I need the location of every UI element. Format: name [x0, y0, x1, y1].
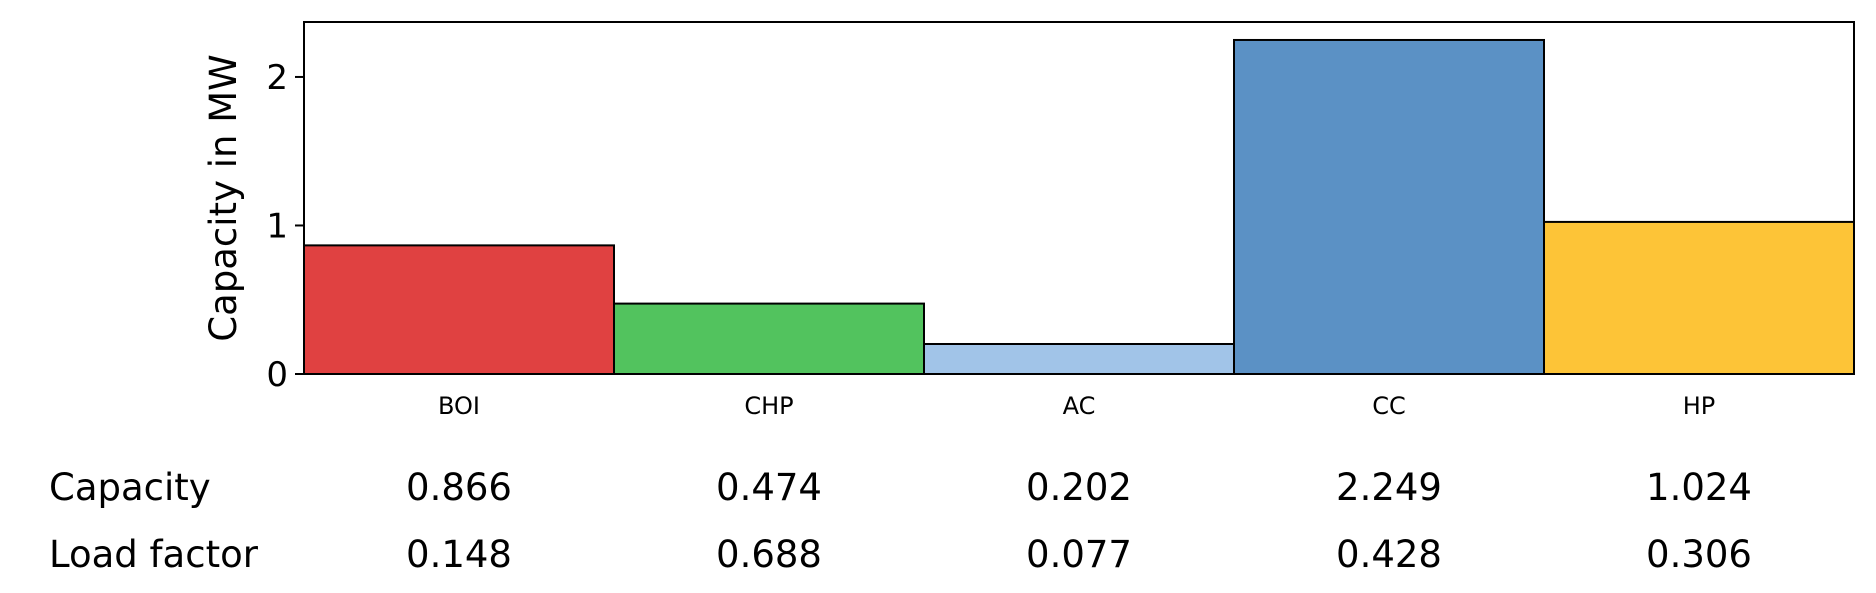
table-cell: 0.474: [716, 466, 822, 509]
table-cell: 1.024: [1646, 466, 1752, 509]
x-tick-label: AC: [1063, 392, 1096, 420]
y-tick-label: 1: [266, 206, 288, 246]
y-axis-label: Capacity in MW: [202, 54, 245, 341]
table-cell: 0.428: [1336, 533, 1442, 576]
plot-frame: [303, 21, 1855, 375]
table-cell: 2.249: [1336, 466, 1442, 509]
table-cell: 0.688: [716, 533, 822, 576]
y-axis: 0 1 2: [266, 58, 304, 395]
bar-ac: [923, 342, 1235, 376]
x-tick-label: HP: [1683, 392, 1716, 420]
table-row-label: Load factor: [49, 533, 259, 576]
table-row-label: Capacity: [49, 466, 211, 509]
x-tick-label: BOI: [438, 392, 480, 420]
x-axis: BOI CHP AC CC HP: [438, 392, 1715, 420]
bar-boi: [303, 244, 615, 375]
table-cell: 0.202: [1026, 466, 1132, 509]
table-cell: 0.148: [406, 533, 512, 576]
bars-layer: [303, 38, 1855, 376]
table-cell: 0.866: [406, 466, 512, 509]
table-cell: 0.306: [1646, 533, 1752, 576]
bar-cc: [1233, 38, 1545, 375]
bar-hp: [1543, 220, 1855, 375]
table-cell: 0.077: [1026, 533, 1132, 576]
x-tick-label: CC: [1372, 392, 1406, 420]
bar-chp: [613, 302, 925, 376]
y-tick-label: 0: [266, 355, 288, 395]
data-table: Capacity 0.866 0.474 0.202 2.249 1.024 Load fa…: [49, 466, 1752, 576]
y-tick-label: 2: [266, 58, 288, 98]
x-tick-label: CHP: [744, 392, 793, 420]
